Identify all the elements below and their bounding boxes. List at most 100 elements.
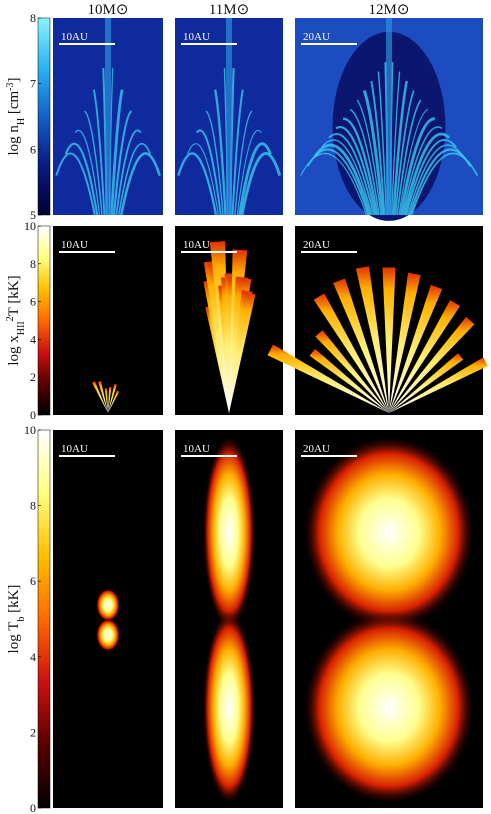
simulation-image	[313, 293, 389, 413]
y-tick-label: 10	[24, 423, 36, 437]
label-part: HII	[16, 321, 27, 335]
simulation-image	[377, 71, 388, 216]
simulation-image	[186, 143, 219, 216]
scale-bar-label: 10AU	[61, 31, 88, 43]
simulation-image	[370, 80, 386, 216]
scale-bar-label: 20AU	[303, 31, 330, 43]
simulation-image	[333, 278, 389, 413]
simulation-image	[328, 133, 375, 216]
y-tick-label: 10	[24, 219, 36, 233]
y-tick-label: 8	[30, 11, 36, 25]
colorbar	[37, 225, 51, 416]
simulation-image	[315, 330, 389, 413]
simulation-image	[399, 117, 436, 216]
simulation-image	[208, 262, 229, 413]
simulation-image	[389, 353, 464, 413]
simulation-image	[306, 148, 370, 216]
label-part: H	[16, 118, 27, 125]
simulation-image	[349, 108, 380, 216]
scale-bar-label: 10AU	[61, 443, 88, 455]
simulation-image	[203, 611, 255, 804]
simulation-image	[74, 129, 101, 216]
label-part: log T	[6, 622, 22, 654]
scale-bar-label: 10AU	[183, 31, 210, 43]
y-tick-label: 6	[30, 142, 36, 156]
y-tick-label: 6	[30, 295, 36, 309]
simulation-image	[64, 142, 99, 216]
scale-bar-label: 10AU	[183, 239, 210, 251]
simulation-image	[396, 99, 422, 216]
simulation-image	[119, 152, 161, 216]
simulation-image	[402, 132, 451, 216]
simulation-image	[389, 272, 421, 413]
simulation-image	[389, 284, 443, 413]
simulation-image	[240, 152, 282, 216]
simulation-image	[231, 89, 244, 216]
y-tick-label: 2	[30, 370, 36, 384]
y-tick-label: 8	[30, 257, 36, 271]
simulation-image	[362, 90, 385, 216]
simulation-image	[401, 126, 443, 216]
simulation-image	[267, 344, 389, 413]
simulation-image	[313, 143, 372, 216]
simulation-image	[226, 18, 232, 215]
simulation-image	[108, 384, 117, 413]
simulation-image	[394, 90, 415, 216]
simulation-image	[304, 611, 474, 804]
label-part: ]	[6, 77, 22, 82]
scale-bar-label: 20AU	[303, 443, 330, 455]
simulation-image	[236, 129, 262, 216]
simulation-image	[356, 99, 382, 216]
label-part: [cm	[6, 90, 22, 117]
simulation-image	[321, 139, 373, 216]
y-axis-label: log Tb [kK]	[6, 585, 27, 654]
y-tick-label: 0	[30, 801, 36, 814]
simulation-image	[83, 110, 103, 216]
simulation-image	[104, 388, 108, 413]
label-part: log x	[6, 335, 22, 366]
simulation-image	[238, 142, 272, 216]
simulation-image	[92, 89, 106, 216]
simulation-image	[405, 138, 457, 216]
scale-bar-label: 10AU	[183, 443, 210, 455]
y-axis-label: log xHII2T [kK]	[5, 275, 27, 365]
colorbar	[37, 429, 51, 809]
simulation-image	[234, 110, 253, 216]
simulation-image	[98, 381, 108, 413]
y-axis-label: log nH [cm-3]	[5, 77, 27, 155]
colorbar	[37, 17, 51, 216]
simulation-image	[389, 300, 461, 413]
simulation-image	[53, 226, 163, 415]
scale-bar-label: 10AU	[61, 239, 88, 251]
simulation-image	[335, 126, 377, 216]
simulation-image	[203, 260, 229, 413]
label-part: b	[16, 617, 27, 622]
simulation-image	[92, 381, 108, 413]
label-part: log n	[6, 125, 22, 156]
y-tick-label: 4	[30, 650, 36, 664]
simulation-image	[177, 152, 218, 216]
simulation-image	[309, 348, 389, 413]
simulation-image	[386, 18, 392, 215]
simulation-image	[96, 588, 120, 622]
simulation-image	[110, 89, 124, 216]
label-part: [kK]	[6, 585, 22, 617]
y-tick-label: 0	[30, 408, 36, 422]
simulation-image	[391, 71, 401, 216]
y-tick-label: 2	[30, 725, 36, 739]
simulation-image	[304, 436, 474, 629]
simulation-image	[108, 386, 112, 413]
y-tick-label: 8	[30, 499, 36, 513]
y-tick-label: 5	[30, 208, 36, 222]
simulation-image	[342, 117, 379, 216]
y-tick-label: 4	[30, 332, 36, 346]
y-tick-label: 6	[30, 574, 36, 588]
simulation-image	[115, 129, 142, 216]
scale-bar-label: 20AU	[303, 239, 330, 251]
simulation-image	[355, 266, 389, 413]
simulation-image	[195, 129, 222, 216]
label-part: T [kK]	[6, 275, 22, 316]
column-title: 10M⊙	[88, 2, 129, 18]
y-tick-label: 7	[30, 77, 36, 91]
simulation-image	[203, 279, 229, 413]
